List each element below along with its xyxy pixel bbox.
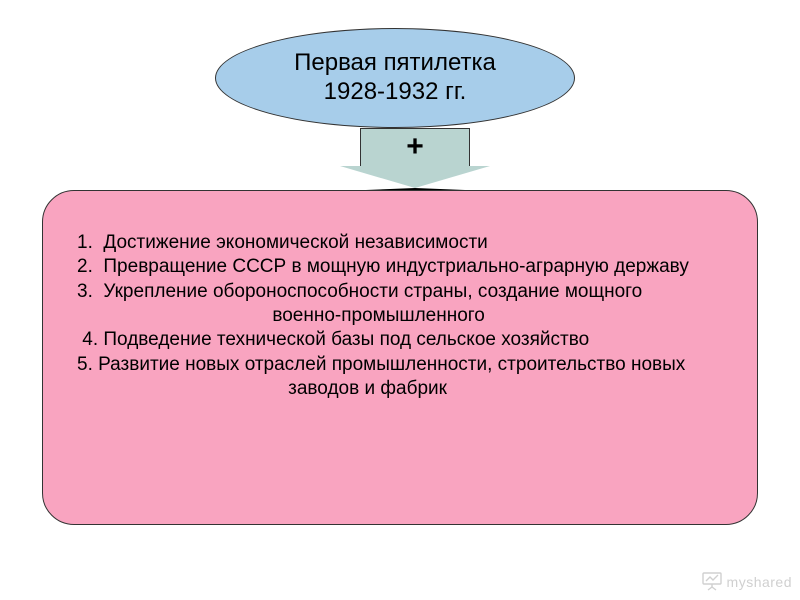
arrow-head-icon bbox=[340, 166, 490, 191]
title-text: Первая пятилетка 1928-1932 гг. bbox=[294, 49, 496, 107]
content-line: 1. Достижение экономической независимост… bbox=[77, 231, 743, 255]
content-line: 3. Укрепление обороноспособности страны,… bbox=[77, 280, 743, 304]
content-line: 4. Подведение технической базы под сельс… bbox=[77, 328, 743, 352]
title-line-1: Первая пятилетка bbox=[294, 49, 496, 76]
title-line-2: 1928-1932 гг. bbox=[324, 78, 467, 105]
arrow-label: + bbox=[406, 130, 424, 163]
plus-arrow: + bbox=[340, 128, 490, 166]
watermark: myshared bbox=[701, 571, 792, 594]
content-line: заводов и фабрик bbox=[77, 377, 743, 401]
content-panel: 1. Достижение экономической независимост… bbox=[42, 190, 758, 525]
content-line: 5. Развитие новых отраслей промышленност… bbox=[77, 353, 743, 377]
arrow-body: + bbox=[360, 128, 470, 166]
content-line: военно-промышленного bbox=[77, 304, 743, 328]
title-ellipse: Первая пятилетка 1928-1932 гг. bbox=[215, 28, 575, 128]
watermark-text: myshared bbox=[727, 574, 792, 590]
content-list: 1. Достижение экономической независимост… bbox=[43, 191, 757, 411]
content-line: 2. Превращение СССР в мощную индустриаль… bbox=[77, 255, 743, 279]
presentation-icon bbox=[701, 571, 723, 594]
